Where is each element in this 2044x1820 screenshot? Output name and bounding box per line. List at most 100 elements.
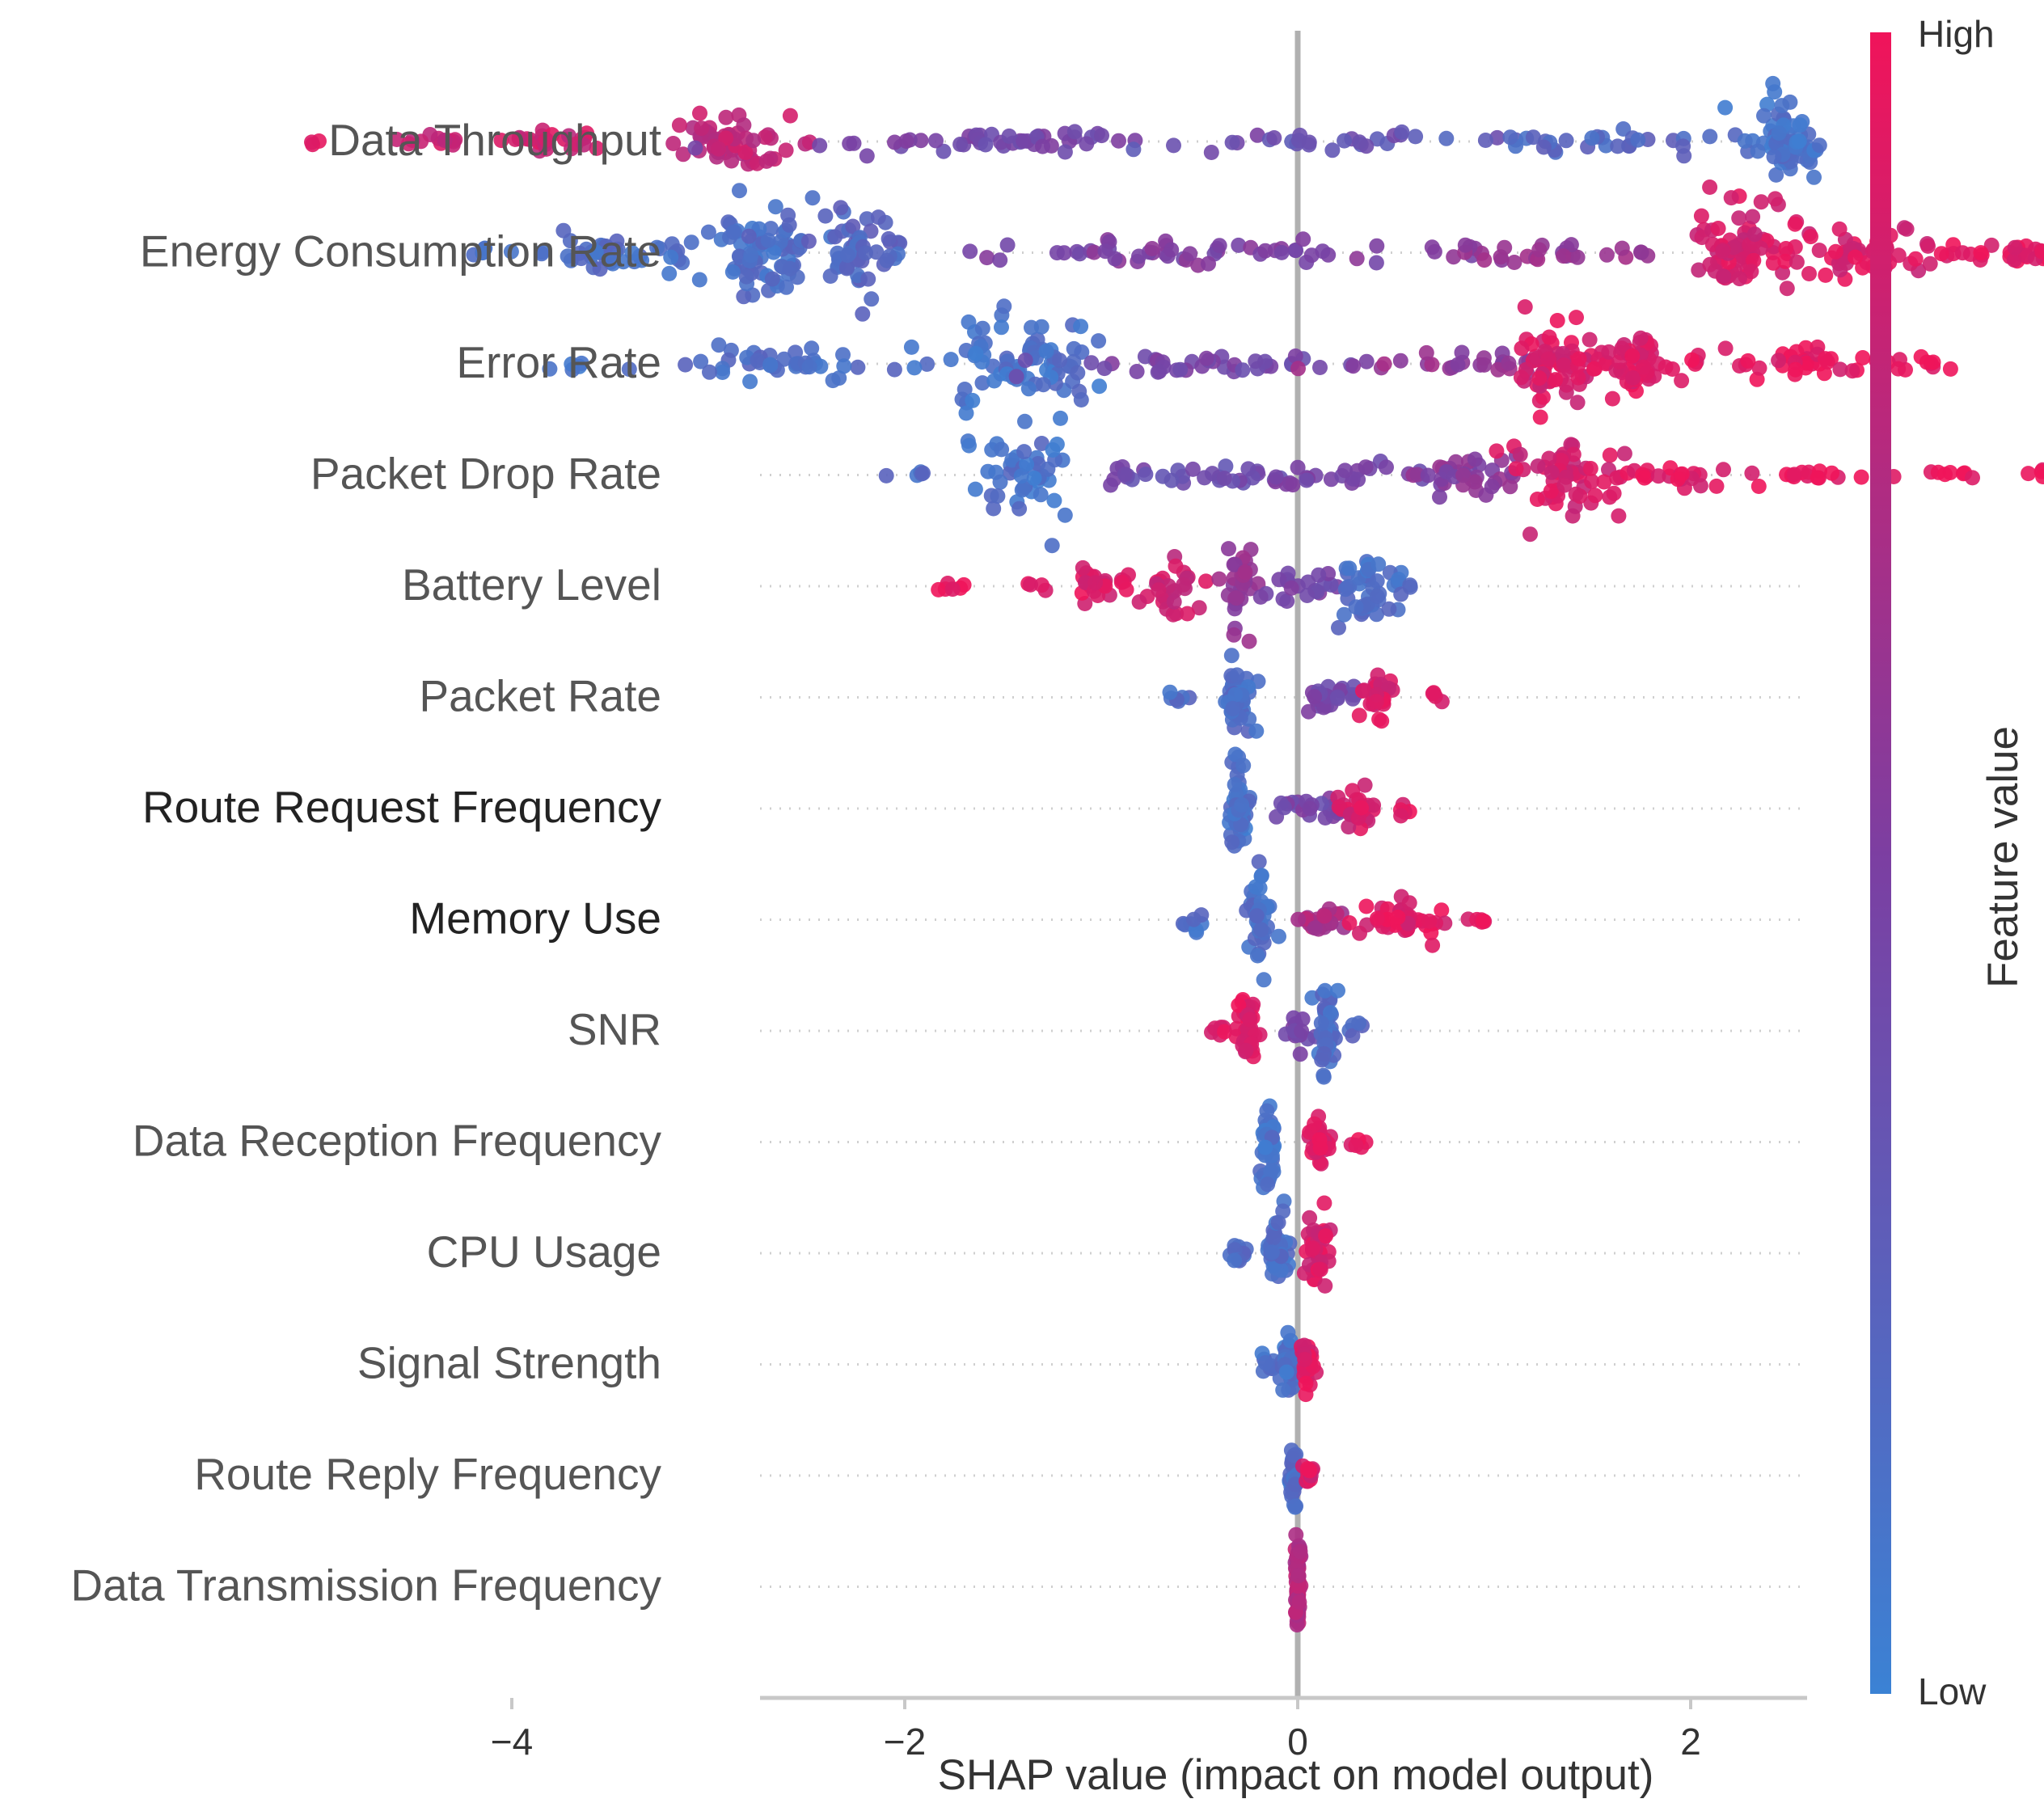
shap-point: [715, 365, 731, 380]
shap-point: [725, 224, 741, 240]
shap-point: [996, 298, 1012, 315]
shap-point: [1983, 237, 2000, 253]
shap-point: [1582, 331, 1598, 348]
shap-point: [1604, 391, 1620, 407]
shap-point: [1292, 1543, 1308, 1560]
shap-point: [1457, 237, 1473, 253]
shap-point: [858, 245, 873, 261]
shap-point: [1670, 471, 1686, 488]
shap-point: [1052, 353, 1067, 369]
shap-point: [1418, 344, 1434, 361]
shap-point: [1744, 465, 1760, 481]
shap-point: [1374, 713, 1390, 729]
shap-point: [2007, 239, 2023, 255]
shap-point: [1489, 129, 1506, 146]
shap-point: [661, 265, 678, 281]
feature-label: Packet Drop Rate: [310, 449, 661, 499]
shap-point: [1251, 854, 1267, 870]
shap-point: [1294, 1023, 1310, 1039]
x-tick-label: −4: [491, 1721, 533, 1763]
shap-point: [678, 357, 694, 373]
shap-point: [1131, 594, 1147, 610]
shap-point: [1890, 361, 1907, 377]
shap-point: [1381, 601, 1397, 617]
shap-point: [1229, 667, 1245, 683]
shap-point: [835, 347, 851, 363]
shap-point: [1290, 459, 1306, 475]
shap-point: [1765, 75, 1781, 91]
shap-point: [592, 261, 608, 277]
shap-point: [1337, 581, 1354, 598]
shap-point: [1070, 365, 1086, 381]
shap-point: [1016, 480, 1032, 496]
shap-point: [1221, 541, 1236, 557]
shap-point: [1450, 357, 1466, 373]
shap-point: [1548, 372, 1564, 388]
shap-point: [1257, 1139, 1273, 1155]
shap-point: [683, 234, 699, 251]
shap-point: [957, 382, 973, 397]
shap-point: [1225, 700, 1241, 716]
shap-point: [1765, 255, 1781, 271]
shap-point: [1166, 137, 1181, 154]
shap-point: [1767, 191, 1784, 207]
shap-point: [1708, 478, 1725, 494]
shap-point: [1522, 526, 1538, 543]
shap-point: [711, 337, 727, 353]
shap-point: [1307, 920, 1323, 936]
shap-point: [589, 140, 605, 156]
shap-point: [1489, 443, 1505, 459]
shap-point: [1394, 124, 1410, 140]
shap-point: [992, 474, 1008, 490]
shap-point: [1530, 458, 1546, 474]
shap-point: [1768, 167, 1784, 183]
shap-point: [1137, 348, 1153, 365]
shap-point: [1275, 1203, 1291, 1219]
shap-point: [999, 237, 1016, 253]
shap-point: [1286, 1447, 1303, 1463]
shap-point: [304, 134, 319, 150]
shap-point: [1253, 868, 1269, 885]
shap-point: [1368, 694, 1384, 710]
shap-point: [1044, 538, 1060, 554]
shap-point: [1026, 471, 1042, 486]
shap-point: [437, 133, 453, 148]
shap-point: [1248, 908, 1265, 924]
shap-point: [1301, 134, 1317, 150]
shap-points: [304, 75, 2044, 1633]
shap-point: [1818, 351, 1833, 367]
shap-point: [1234, 797, 1250, 813]
shap-point: [1624, 348, 1641, 364]
shap-point: [2006, 252, 2022, 268]
shap-point: [1434, 902, 1450, 918]
shap-point: [1425, 937, 1441, 953]
shap-point: [986, 500, 1002, 517]
shap-point: [879, 252, 895, 268]
shap-point: [822, 268, 838, 284]
shap-point: [389, 132, 405, 147]
shap-point: [1787, 216, 1803, 232]
shap-point: [1341, 560, 1358, 576]
shap-point: [1033, 487, 1049, 503]
shap-point: [1531, 370, 1548, 386]
shap-point: [1558, 133, 1574, 149]
shap-point: [943, 352, 959, 368]
shap-point: [1224, 134, 1240, 150]
shap-point: [1467, 451, 1483, 467]
shap-point: [1630, 132, 1646, 148]
shap-point: [475, 245, 491, 260]
shap-point: [903, 339, 919, 355]
shap-point: [839, 247, 855, 264]
shap-point: [1791, 133, 1807, 149]
shap-point: [1046, 492, 1062, 509]
shap-point: [1091, 333, 1107, 349]
shap-point: [1922, 255, 1938, 272]
shap-point: [1211, 571, 1227, 587]
shap-point: [1020, 381, 1037, 397]
shap-point: [1973, 245, 1989, 261]
shap-point: [1049, 437, 1065, 452]
shap-point: [1563, 237, 1579, 253]
feature-label: Route Request Frequency: [142, 782, 662, 832]
shap-point: [935, 143, 952, 159]
shap-point: [1297, 1352, 1313, 1367]
